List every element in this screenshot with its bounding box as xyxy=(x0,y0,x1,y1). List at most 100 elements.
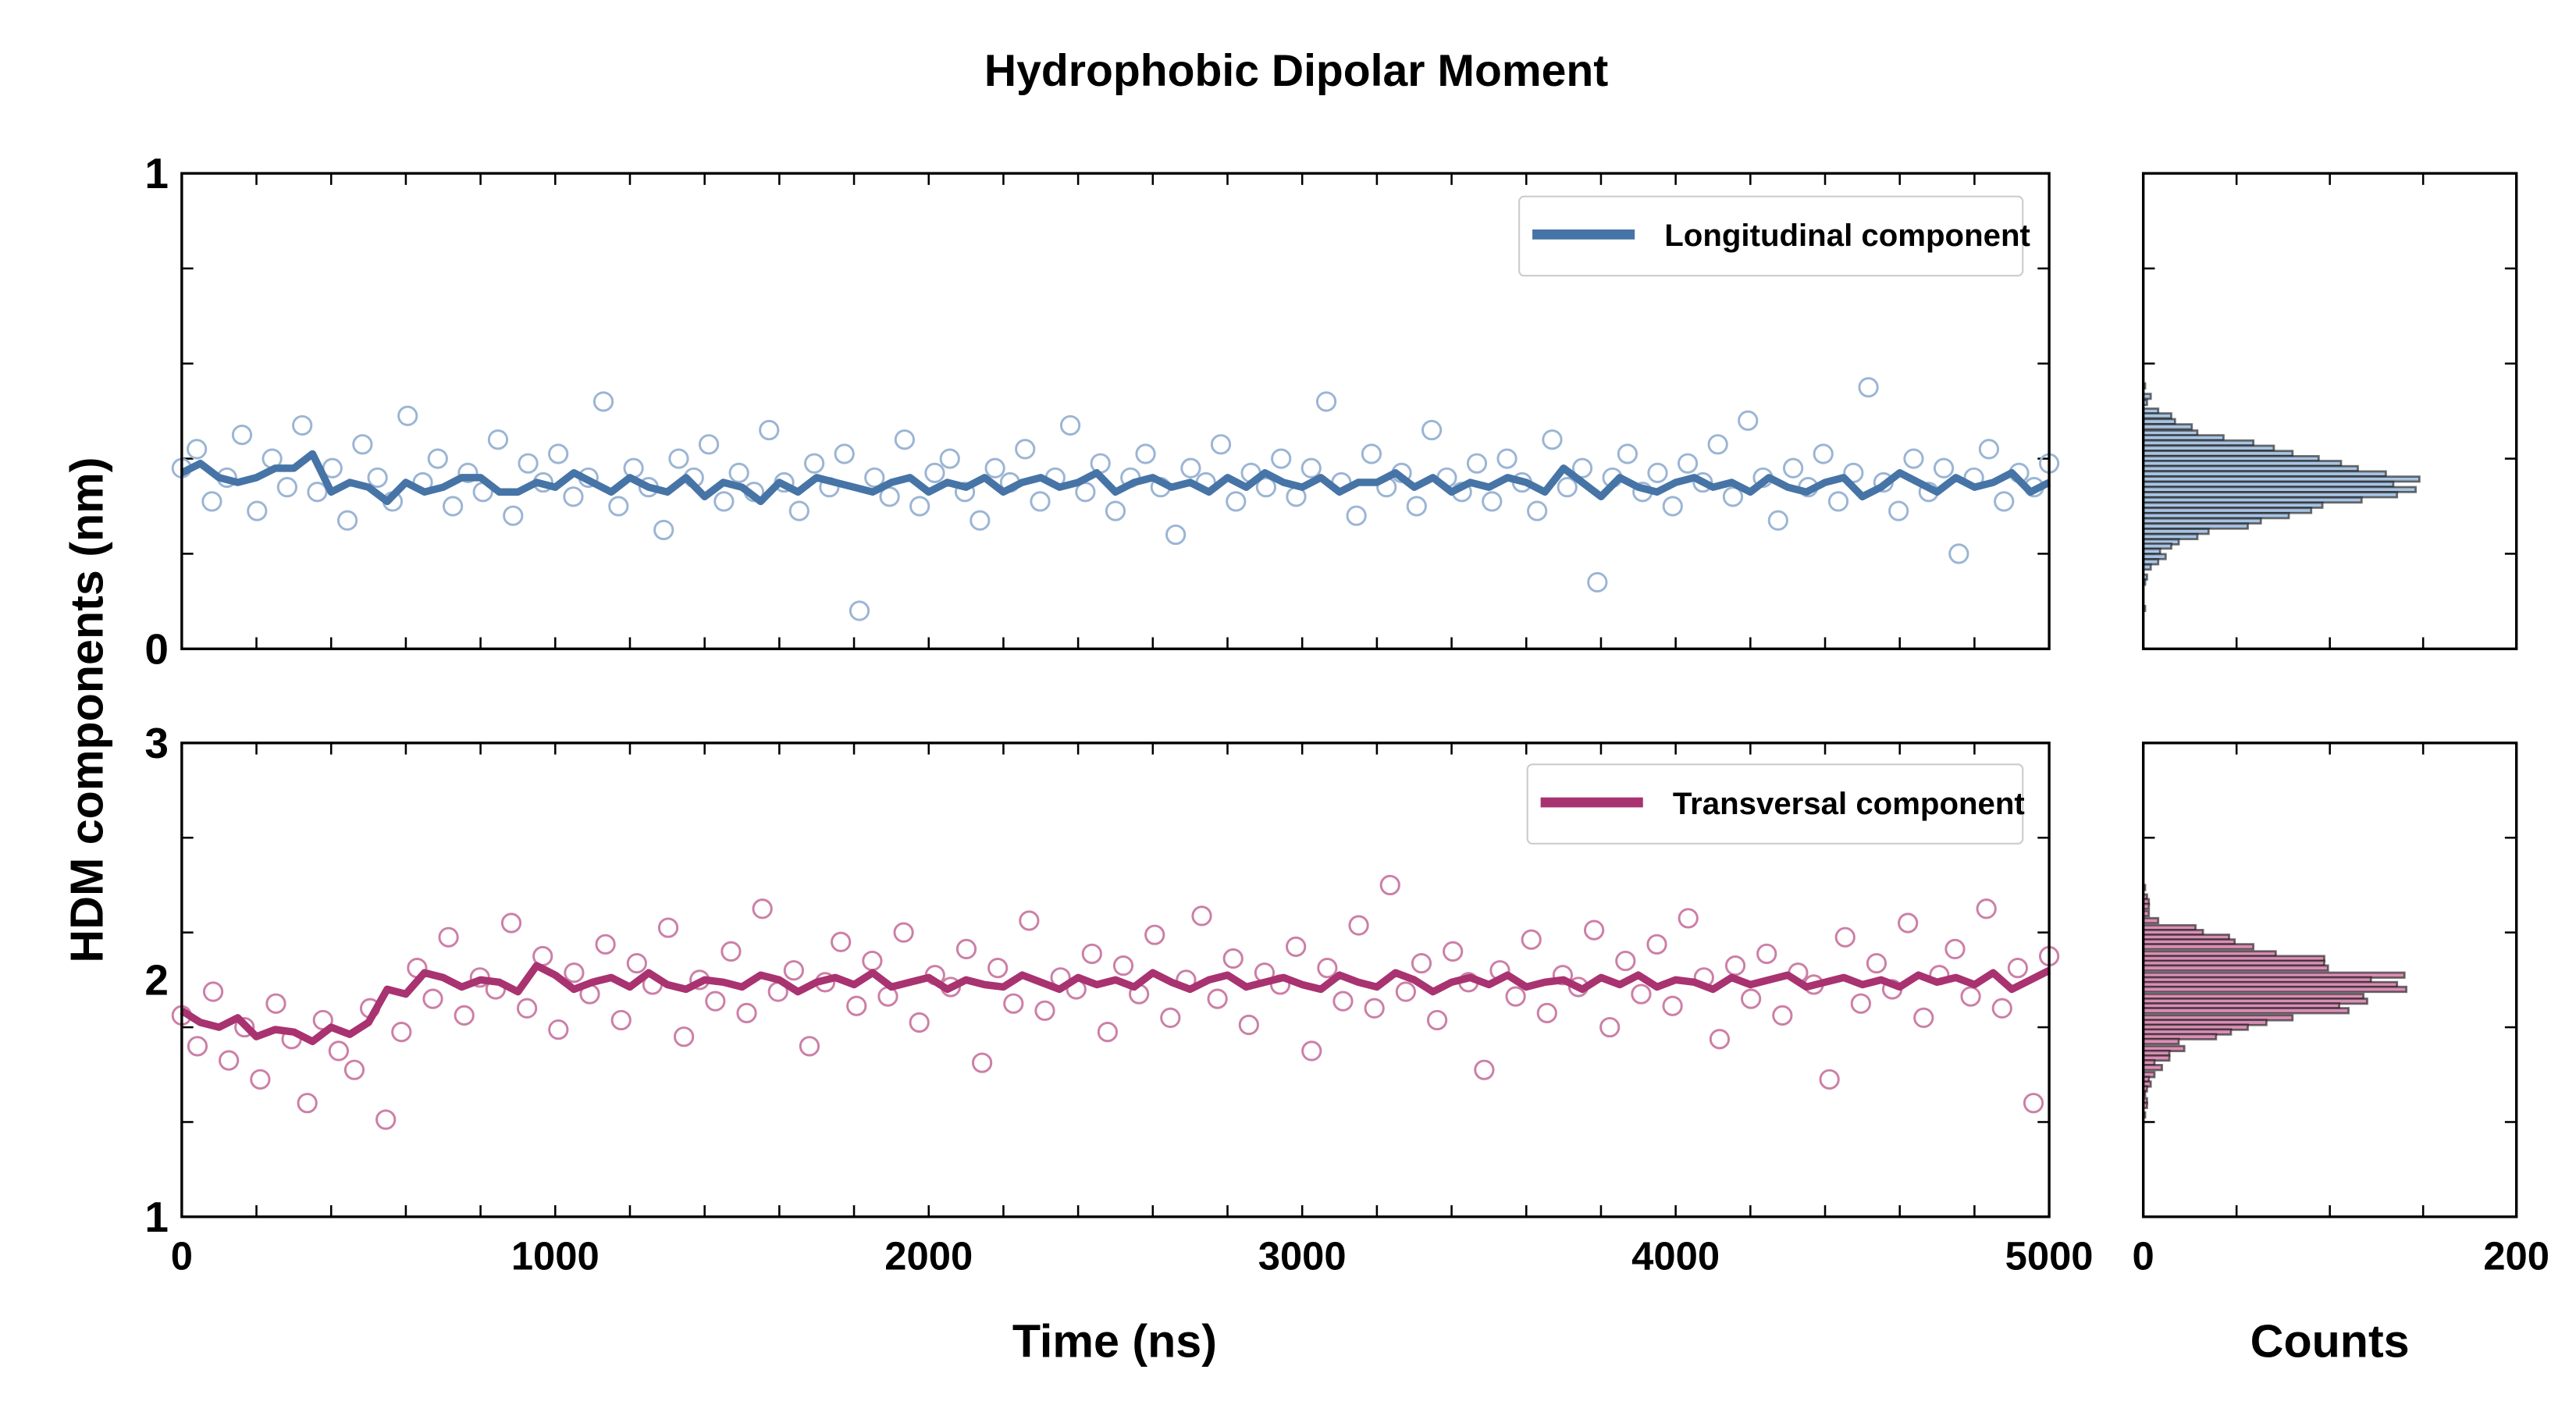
x-tick-label: 2000 xyxy=(884,1234,973,1279)
scatter-point xyxy=(1960,986,1981,1007)
scatter-point xyxy=(1527,500,1548,521)
x-tick-label: 4000 xyxy=(1631,1234,1720,1279)
histogram-bar xyxy=(2142,1007,2350,1015)
scatter-point xyxy=(970,510,991,531)
scatter-point xyxy=(1583,919,1605,941)
scatter-point xyxy=(1819,1069,1840,1090)
scatter-point xyxy=(397,405,418,426)
scatter-point xyxy=(955,938,977,960)
scatter-point xyxy=(1631,984,1652,1005)
scatter-point xyxy=(276,477,298,498)
scatter-point xyxy=(834,443,855,464)
scatter-point xyxy=(391,1022,412,1043)
y-axis-label: HDM components (nm) xyxy=(60,457,112,962)
scatter-point xyxy=(608,496,629,517)
scatter-point xyxy=(1976,898,1997,919)
scatter-point xyxy=(1991,998,2012,1019)
scatter-point xyxy=(1097,1022,1119,1043)
histogram-bar xyxy=(2142,916,2160,925)
scatter-point xyxy=(367,467,388,489)
scatter-point xyxy=(503,505,524,526)
scatter-point xyxy=(1662,995,1683,1016)
scatter-point xyxy=(595,934,616,955)
scatter-point xyxy=(187,1036,208,1057)
scatter-point xyxy=(846,995,867,1016)
scatter-point xyxy=(849,600,870,621)
scatter-point xyxy=(1536,1002,1557,1023)
scatter-point xyxy=(1059,414,1081,436)
scatter-point xyxy=(759,419,780,441)
scatter-point xyxy=(623,457,644,478)
scatter-point xyxy=(2023,1093,2044,1114)
scatter-point xyxy=(500,912,522,934)
scatter-point xyxy=(247,500,268,521)
scatter-point xyxy=(307,482,328,503)
scatter-point xyxy=(862,950,883,972)
scatter-point xyxy=(1081,943,1102,965)
scatter-point xyxy=(1677,453,1699,474)
scatter-point xyxy=(592,391,614,412)
y-tick-label: 0 xyxy=(144,624,169,673)
scatter-point xyxy=(1646,934,1667,955)
scatter-point xyxy=(1756,943,1777,965)
y-tick-label: 3 xyxy=(144,719,169,767)
scatter-point xyxy=(705,991,726,1012)
scatter-point xyxy=(1617,443,1638,464)
scatter-point xyxy=(1888,500,1909,521)
scatter-point xyxy=(1858,377,1879,398)
axes-frame xyxy=(180,742,2051,1218)
scatter-point xyxy=(1599,1016,1621,1038)
running-mean-line xyxy=(180,450,2051,506)
scatter-point xyxy=(1238,1014,1259,1036)
scatter-point xyxy=(1767,510,1788,531)
scatter-point xyxy=(2007,958,2028,979)
scatter-point xyxy=(1406,496,1427,517)
scatter-point xyxy=(1003,993,1024,1014)
scatter-point xyxy=(909,1012,930,1033)
scatter-point xyxy=(1255,477,1277,498)
scatter-point xyxy=(1361,443,1382,464)
bottom-histogram-panel: 0 200 xyxy=(2133,742,2549,1279)
scatter-point xyxy=(1300,457,1322,478)
scatter-point xyxy=(984,457,1005,478)
scatter-point xyxy=(1135,443,1156,464)
x-tick-label: 0 xyxy=(2133,1234,2154,1279)
scatter-point xyxy=(1903,448,1924,469)
histogram-bar xyxy=(2142,1037,2180,1045)
scatter-point xyxy=(1978,439,2000,460)
scatter-point xyxy=(1552,965,1574,986)
scatter-point xyxy=(1421,419,1443,441)
scatter-point xyxy=(788,500,809,521)
scatter-point xyxy=(1709,1029,1731,1050)
scatter-point xyxy=(564,962,585,984)
y-tick-label: 1 xyxy=(144,1193,169,1241)
scatter-point xyxy=(336,510,358,531)
scatter-point xyxy=(1724,955,1746,976)
scatter-point xyxy=(1144,924,1165,945)
x-tick-label: 1000 xyxy=(511,1234,600,1279)
scatter-point xyxy=(720,941,742,962)
chart-title: Hydrophobic Dipolar Moment xyxy=(984,46,1608,96)
scatter-point xyxy=(427,448,448,469)
scatter-point xyxy=(653,519,674,541)
scatter-point xyxy=(1647,462,1668,483)
axes-frame xyxy=(2141,172,2518,650)
scatter-point xyxy=(219,1050,240,1071)
scatter-point xyxy=(1364,998,1385,1019)
scatter-point xyxy=(563,486,584,507)
scatter-point xyxy=(713,491,735,512)
scatter-point xyxy=(352,434,373,455)
scatter-point xyxy=(1678,908,1699,929)
y-tick-label: 2 xyxy=(144,955,169,1004)
scatter-point xyxy=(375,1109,397,1130)
scatter-point xyxy=(736,1002,757,1023)
scatter-point xyxy=(1466,453,1488,474)
scatter-point xyxy=(893,922,914,943)
scatter-point xyxy=(1944,938,1966,960)
scatter-point xyxy=(422,988,443,1009)
scatter-point xyxy=(924,462,945,483)
scatter-point xyxy=(987,958,1009,979)
scatter-point xyxy=(292,414,313,436)
scatter-point xyxy=(1496,448,1517,469)
scatter-point xyxy=(1348,915,1369,936)
